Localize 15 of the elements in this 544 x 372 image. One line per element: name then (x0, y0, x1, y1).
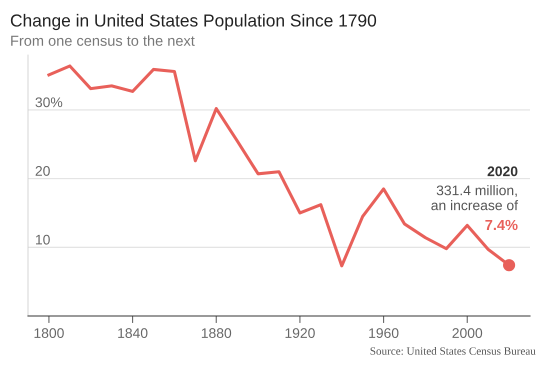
annotation: 7.4% (485, 220, 518, 230)
chart-subtitle: From one census to the next (11, 35, 195, 46)
chart-title: Change in United States Population Since 1790 (10, 14, 376, 30)
annotation: 2020 (488, 166, 518, 176)
x-tick-label: 1960 (369, 328, 398, 338)
x-tick-label: 1920 (286, 328, 315, 338)
y-tick-label: 30% (35, 97, 62, 108)
source-note: Source: United States Census Bureau (370, 346, 536, 355)
x-tick-label: 1880 (202, 328, 232, 338)
y-tick-label: 20 (36, 166, 50, 176)
x-tick-label: 1840 (118, 328, 148, 338)
x-tick-label: 1800 (34, 328, 64, 338)
y-tick-label: 10 (36, 234, 50, 245)
x-tick-label: 2000 (452, 328, 482, 338)
annotation: 331.4 million, an increase of (431, 185, 518, 210)
